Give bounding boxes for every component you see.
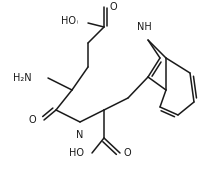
Text: O: O <box>124 148 132 158</box>
Text: HO: HO <box>69 148 84 158</box>
Text: N: N <box>76 130 84 140</box>
Text: HO: HO <box>61 16 76 26</box>
Text: O: O <box>110 2 118 12</box>
Text: NH: NH <box>137 22 151 32</box>
Text: O: O <box>28 115 36 125</box>
Text: H₂N: H₂N <box>13 73 32 83</box>
Text: HO: HO <box>63 18 78 28</box>
